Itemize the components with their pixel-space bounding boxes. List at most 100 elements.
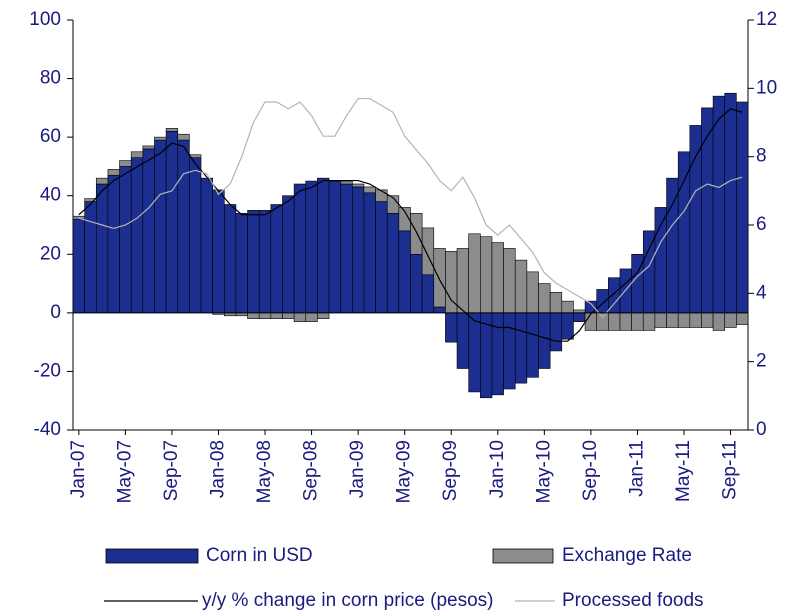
bar bbox=[107, 174, 120, 314]
bar bbox=[561, 300, 574, 314]
bar bbox=[72, 218, 85, 314]
bar bbox=[549, 292, 563, 314]
bar bbox=[608, 312, 621, 331]
y-tick-label: 80 bbox=[40, 68, 61, 89]
x-tick-label: Jan-10 bbox=[487, 440, 508, 498]
bar bbox=[573, 312, 586, 322]
bar bbox=[270, 312, 283, 320]
y2-tick-label: 0 bbox=[756, 419, 767, 440]
y-tick-label: 60 bbox=[40, 126, 61, 147]
bar bbox=[456, 312, 469, 369]
bar bbox=[561, 312, 574, 340]
bar bbox=[398, 230, 411, 314]
y-tick-label: 20 bbox=[40, 243, 61, 264]
bar bbox=[689, 312, 702, 328]
bar bbox=[584, 312, 598, 331]
bar bbox=[538, 312, 551, 369]
bar bbox=[642, 312, 656, 331]
bar bbox=[363, 186, 376, 194]
bar bbox=[305, 312, 318, 322]
bar bbox=[142, 145, 155, 150]
bar bbox=[130, 151, 144, 158]
x-tick-label: Sep-08 bbox=[301, 440, 322, 501]
bar bbox=[165, 128, 179, 132]
x-tick-label: Jan-11 bbox=[626, 440, 647, 497]
bar bbox=[189, 154, 202, 158]
y2-tick-label: 6 bbox=[756, 214, 767, 235]
y-tick-label: 40 bbox=[40, 185, 61, 206]
line bbox=[78, 108, 743, 342]
bar bbox=[165, 130, 179, 314]
x-tick-label: Jan-09 bbox=[347, 440, 368, 498]
bar bbox=[677, 151, 691, 314]
bar bbox=[654, 207, 667, 314]
bar bbox=[293, 183, 307, 314]
bar bbox=[468, 233, 481, 314]
bar bbox=[375, 189, 388, 202]
bar bbox=[282, 312, 295, 320]
y-tick-label: 0 bbox=[50, 302, 61, 323]
bar bbox=[503, 312, 516, 390]
bar bbox=[456, 248, 469, 314]
bar bbox=[526, 271, 539, 314]
bar bbox=[433, 306, 446, 314]
bar bbox=[223, 204, 237, 314]
bar bbox=[666, 177, 679, 314]
bar bbox=[340, 183, 353, 314]
y-tick-label: -40 bbox=[34, 419, 61, 440]
bar bbox=[421, 227, 435, 276]
x-tick-label: May-09 bbox=[394, 440, 415, 503]
bar bbox=[293, 312, 307, 322]
bar bbox=[619, 312, 632, 331]
legend-label: Exchange Rate bbox=[562, 545, 692, 566]
bar bbox=[468, 312, 481, 393]
bar bbox=[72, 215, 85, 220]
bar bbox=[491, 312, 504, 396]
bar bbox=[270, 204, 283, 314]
bar bbox=[352, 183, 365, 188]
bar bbox=[654, 312, 667, 328]
bar bbox=[433, 248, 446, 308]
bar bbox=[410, 212, 423, 255]
bar bbox=[247, 210, 260, 314]
bar bbox=[689, 125, 702, 314]
legend-label: Processed foods bbox=[562, 590, 704, 611]
bar bbox=[258, 312, 272, 320]
bar bbox=[712, 95, 726, 314]
bar bbox=[701, 312, 714, 328]
legend-label: Corn in USD bbox=[206, 545, 313, 566]
bar bbox=[631, 253, 644, 314]
bar bbox=[363, 192, 376, 314]
y2-tick-label: 10 bbox=[756, 77, 777, 98]
x-tick-label: Sep-09 bbox=[440, 440, 461, 501]
x-tick-label: May-10 bbox=[533, 440, 554, 503]
bar bbox=[177, 139, 190, 314]
bar bbox=[596, 312, 609, 331]
y2-tick-label: 12 bbox=[756, 9, 777, 30]
bar bbox=[480, 236, 493, 314]
bar bbox=[619, 268, 632, 314]
bar bbox=[712, 312, 726, 331]
x-tick-label: Sep-11 bbox=[720, 440, 741, 500]
bar bbox=[142, 148, 155, 314]
bar bbox=[677, 312, 691, 328]
bar bbox=[154, 136, 167, 141]
bar bbox=[328, 180, 341, 314]
bar bbox=[95, 177, 109, 185]
bar bbox=[666, 312, 679, 328]
bar bbox=[514, 312, 528, 384]
x-tick-label: Sep-07 bbox=[161, 440, 182, 501]
bar bbox=[340, 180, 353, 185]
x-tick-label: Jan-07 bbox=[68, 440, 89, 498]
legend-swatch bbox=[105, 548, 199, 564]
bar bbox=[119, 160, 132, 167]
bar bbox=[549, 312, 563, 352]
bar bbox=[503, 248, 516, 314]
bar bbox=[154, 139, 167, 314]
bar bbox=[84, 201, 97, 314]
bar bbox=[724, 92, 737, 314]
y2-tick-label: 4 bbox=[756, 282, 767, 303]
y-tick-label: -20 bbox=[34, 360, 61, 381]
bar bbox=[282, 195, 295, 314]
bar bbox=[130, 157, 144, 314]
